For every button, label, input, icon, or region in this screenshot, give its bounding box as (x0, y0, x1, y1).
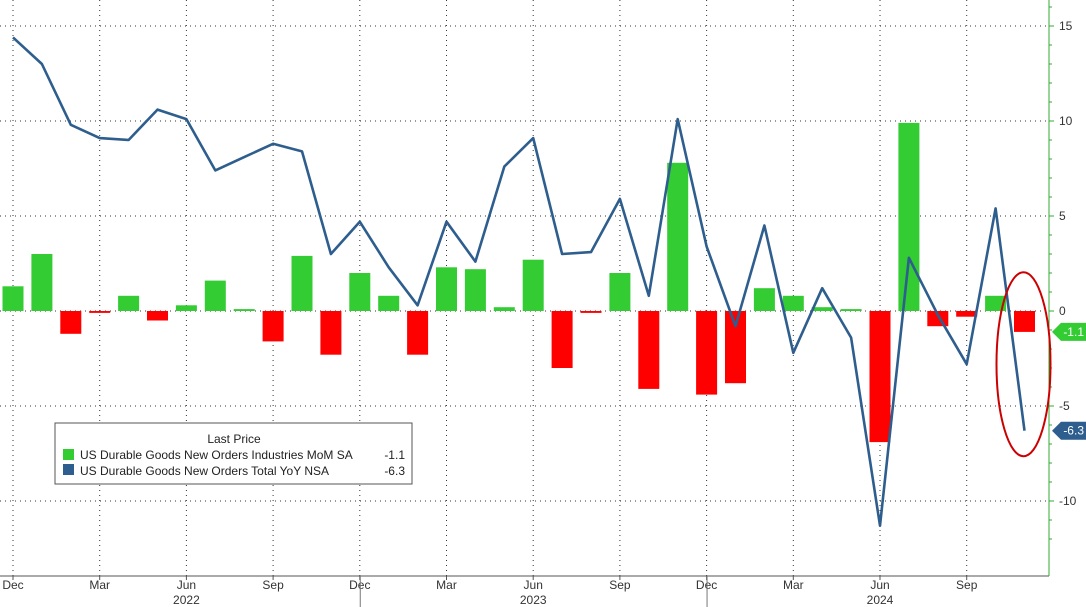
last-price-tag-mom-label: -1.1 (1063, 325, 1084, 339)
mom-bar (175, 305, 197, 311)
legend-title: Last Price (207, 432, 261, 446)
mom-bar (1014, 311, 1035, 332)
mom-bar (2, 286, 24, 311)
mom-bar (898, 122, 920, 312)
mom-bar (580, 311, 602, 313)
x-tick-label: Jun (870, 578, 889, 592)
x-year-label: 2024 (867, 593, 894, 607)
x-tick-label: Sep (609, 578, 631, 592)
mom-bar (436, 267, 457, 311)
y-tick-label: -10 (1059, 494, 1077, 508)
last-price-tag-mom: -1.1 (1052, 322, 1086, 341)
x-tick-label: Dec (2, 578, 23, 592)
mom-bar (753, 288, 775, 311)
legend: Last Price US Durable Goods New Orders I… (54, 422, 413, 485)
legend-value-yoy: -6.3 (384, 464, 405, 478)
mom-bar (985, 295, 1007, 311)
last-price-tag-yoy-label: -6.3 (1063, 424, 1084, 438)
x-tick-label: Jun (524, 578, 543, 592)
x-year-label: 2022 (173, 593, 200, 607)
mom-bar (840, 309, 862, 311)
mom-bar (233, 309, 255, 311)
legend-label-yoy: US Durable Goods New Orders Total YoY NS… (80, 464, 329, 478)
mom-bar (493, 307, 515, 311)
mom-bar (118, 295, 140, 311)
mom-bar (696, 311, 718, 395)
mom-bar (522, 259, 544, 311)
last-price-tag-yoy-shape (1052, 421, 1086, 440)
legend-swatch-mom (63, 449, 74, 460)
x-tick-label: Mar (436, 578, 457, 592)
y-tick-label: -5 (1059, 399, 1070, 413)
mom-bar (60, 311, 82, 334)
mom-bar (407, 311, 429, 355)
mom-bar (782, 295, 804, 311)
mom-bar (349, 273, 371, 311)
x-axis: DecMarJunSepDecMarJunSepDecMarJunSep2022… (0, 575, 1049, 607)
yoy-line (12, 36, 1026, 528)
mom-bar (811, 307, 833, 311)
mom-bar (956, 311, 978, 317)
mom-bar (667, 162, 689, 311)
mom-bar (551, 311, 573, 368)
mom-bar (262, 311, 284, 342)
legend-swatch-yoy (63, 464, 74, 475)
y-tick-label: 5 (1059, 209, 1066, 223)
mom-bar (725, 311, 746, 384)
legend-box (54, 422, 413, 485)
legend-value-mom: -1.1 (384, 448, 405, 462)
x-tick-label: Jun (177, 578, 196, 592)
mom-bar (204, 280, 226, 311)
y-tick-label: 0 (1059, 304, 1066, 318)
mom-bars (2, 122, 1035, 443)
last-price-tag-mom-shape (1052, 322, 1086, 341)
x-year-label: 2023 (520, 593, 547, 607)
x-tick-label: Mar (783, 578, 804, 592)
x-tick-label: Mar (89, 578, 110, 592)
mom-bar (869, 311, 891, 443)
x-tick-label: Sep (956, 578, 978, 592)
mom-bar (31, 254, 53, 311)
mom-bar (464, 269, 486, 311)
yoy-series-line (12, 36, 1026, 528)
mom-bar (291, 255, 313, 311)
mom-bar (609, 273, 631, 311)
mom-bar (320, 311, 342, 355)
mom-bar (89, 311, 111, 313)
mom-bar (638, 311, 660, 389)
mom-bar (378, 295, 400, 311)
last-price-tag-yoy: -6.3 (1052, 421, 1086, 440)
highlight-ellipse (995, 271, 1052, 458)
mom-bar (147, 311, 168, 321)
y-tick-label: 10 (1059, 114, 1073, 128)
y-axis: 15 10 5 0 -5 -10 -1.1 -6.3 (1048, 0, 1086, 576)
annotation-layer (995, 271, 1052, 458)
y-tick-label: 15 (1059, 19, 1073, 33)
x-tick-label: Sep (262, 578, 284, 592)
legend-label-mom: US Durable Goods New Orders Industries M… (80, 448, 353, 462)
